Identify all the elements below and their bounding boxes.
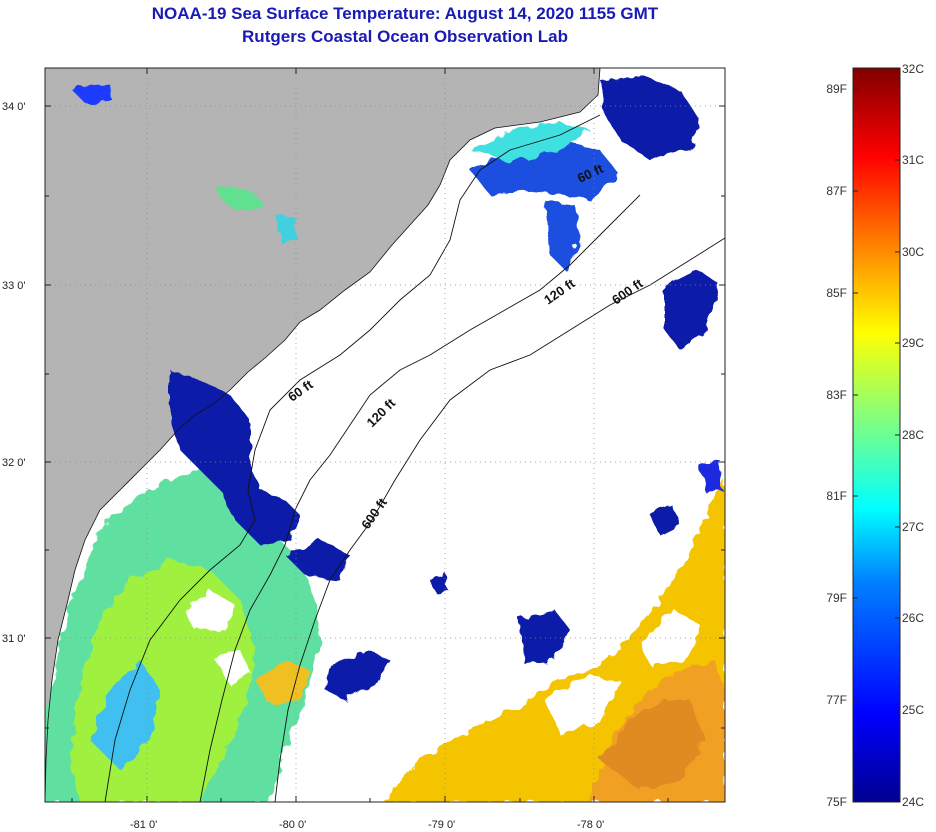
- nearshore-sst: [45, 470, 345, 802]
- colorbar-ticks: [853, 88, 900, 711]
- coastline: [45, 68, 601, 802]
- cool-sst-patches: [70, 75, 722, 700]
- colorbar-label-c: 32C: [902, 62, 924, 76]
- colorbar-label-f: 75F: [826, 795, 847, 809]
- lon-label: -80 0': [279, 819, 306, 831]
- colorbar: [852, 67, 901, 803]
- colorbar-label-c: 24C: [902, 795, 924, 809]
- tick-marks: [45, 68, 725, 802]
- colorbar-label-c: 26C: [902, 611, 924, 625]
- lat-label: 34 0': [2, 101, 26, 113]
- warm-sst-patches: [385, 480, 725, 802]
- lat-label: 33 0': [2, 280, 26, 292]
- colorbar-label-c: 31C: [902, 153, 924, 167]
- colorbar-label-f: 87F: [826, 184, 847, 198]
- lon-label: -81 0': [130, 819, 157, 831]
- colorbar-celsius-labels: 32C 31C 30C 29C 28C 27C 26C 25C 24C: [902, 62, 924, 809]
- colorbar-label-c: 27C: [902, 520, 924, 534]
- map-title: NOAA-19 Sea Surface Temperature: August …: [151, 4, 659, 23]
- map-area: [45, 68, 725, 802]
- colorbar-label-f: 89F: [826, 82, 847, 96]
- colorbar-label-f: 77F: [826, 693, 847, 707]
- colorbar-label-f: 79F: [826, 591, 847, 605]
- colorbar-fahrenheit-labels: 89F 87F 85F 83F 81F 79F 77F 75F: [826, 82, 847, 809]
- graticule: [45, 68, 725, 802]
- lat-label: 31 0': [2, 633, 26, 645]
- colorbar-label-c: 25C: [902, 703, 924, 717]
- colorbar-label-f: 83F: [826, 388, 847, 402]
- contour-600ft: [274, 237, 725, 802]
- map-subtitle: Rutgers Coastal Ocean Observation Lab: [242, 27, 568, 46]
- colorbar-label-c: 28C: [902, 428, 924, 442]
- colorbar-label-f: 85F: [826, 286, 847, 300]
- lat-label: 32 0': [2, 457, 26, 469]
- contour-60ft: [104, 114, 601, 802]
- contour-120ft: [199, 194, 641, 802]
- colorbar-label-f: 81F: [826, 489, 847, 503]
- colorbar-label-c: 30C: [902, 245, 924, 259]
- lon-label: -78 0': [577, 819, 604, 831]
- lon-label: -79 0': [428, 819, 455, 831]
- map-frame: [44, 67, 726, 803]
- colorbar-label-c: 29C: [902, 336, 924, 350]
- land-mass: [45, 68, 600, 802]
